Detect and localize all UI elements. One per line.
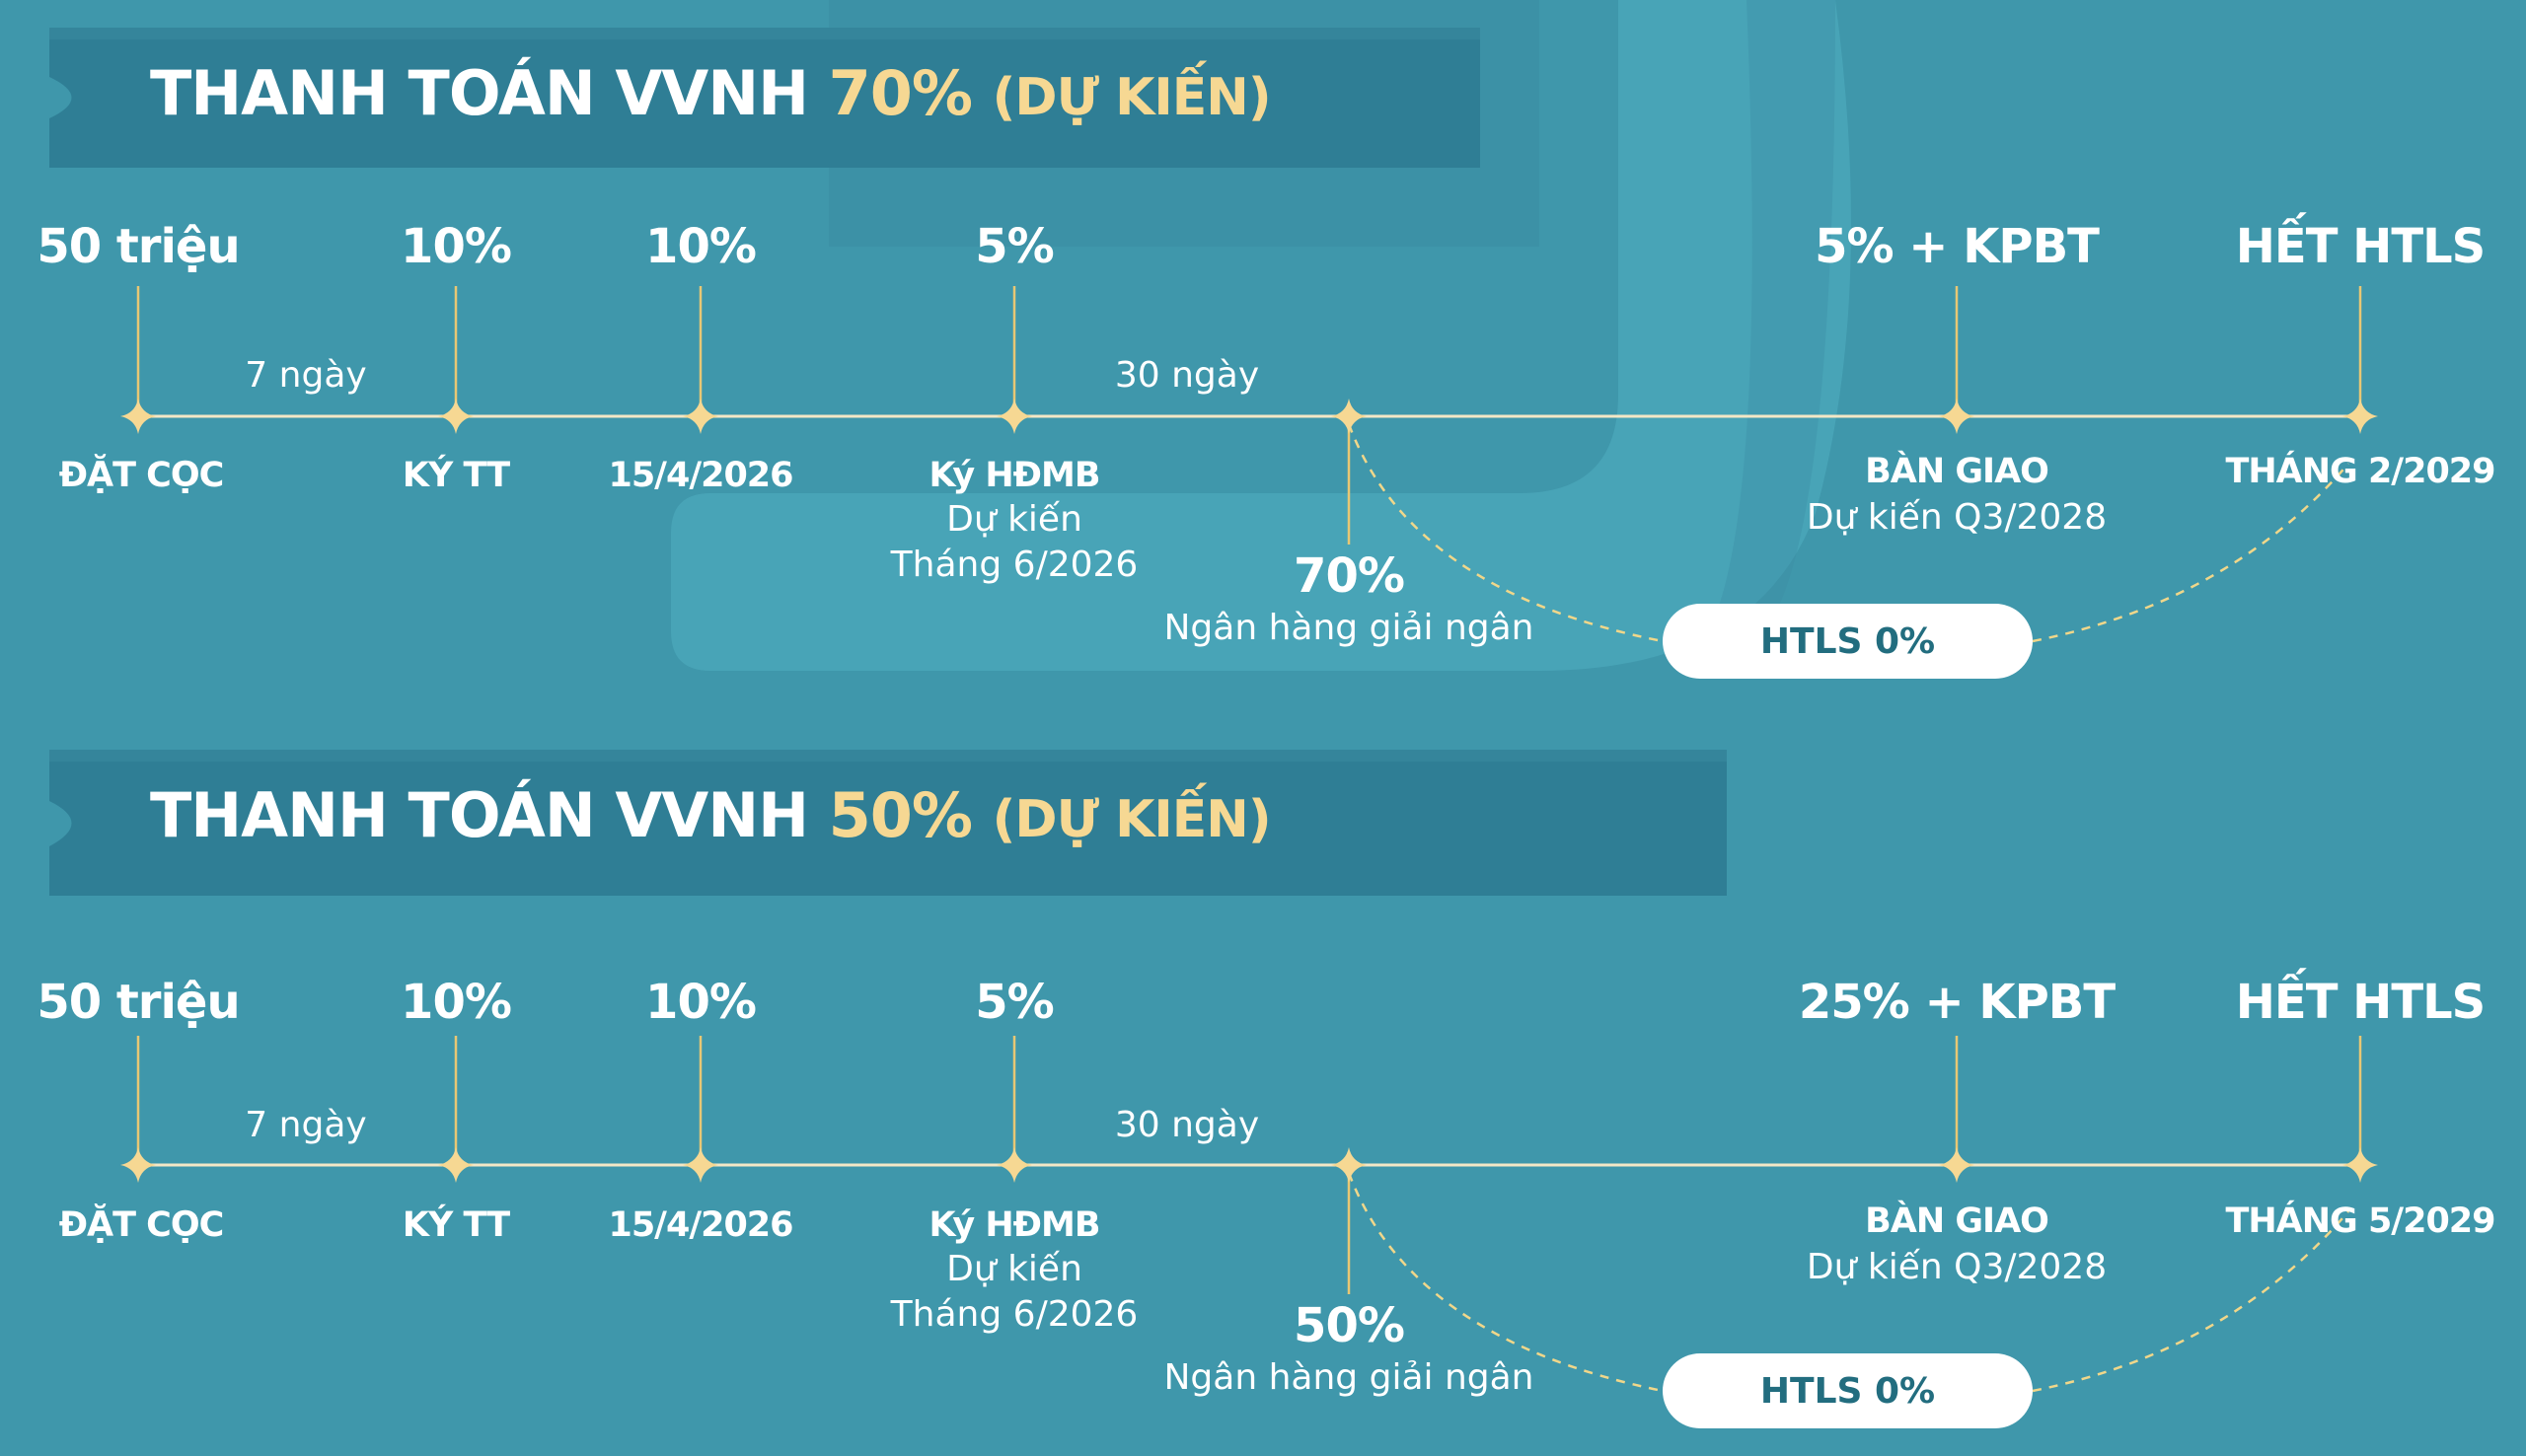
hdmb-note-2: Tháng 6/2026	[890, 1294, 1139, 1335]
hdmb-note-1: Dự kiến	[946, 499, 1082, 540]
diamond-marker	[1331, 1147, 1367, 1183]
title-subtitle: (DỰ KIẾN)	[992, 68, 1272, 127]
diamond-marker	[683, 1147, 718, 1183]
dashed-curve-right	[2032, 1210, 2349, 1393]
milestone-hdmb: Ký HĐMB	[929, 1205, 1100, 1245]
htls-pill: HTLS 0%	[1663, 604, 2033, 679]
interval-30-days: 30 ngày	[1114, 355, 1260, 396]
diamond-marker	[2342, 1147, 2378, 1183]
diamond-marker	[438, 1147, 474, 1183]
amount-end: HẾT HTLS	[2235, 975, 2486, 1030]
title-subtitle: (DỰ KIẾN)	[992, 790, 1272, 849]
amount-contract: 10%	[401, 975, 512, 1030]
amount-hdmb: 5%	[975, 219, 1054, 274]
amount-handover: 25% + KPBT	[1798, 975, 2116, 1030]
section-title: THANH TOÁN VVNH 70% (DỰ KIẾN)	[150, 57, 1272, 129]
diamond-marker	[2342, 399, 2378, 434]
handover-note: Dự kiến Q3/2028	[1806, 497, 2108, 538]
bank-note: Ngân hàng giải ngân	[1163, 608, 1534, 648]
milestone-handover: BÀN GIAO	[1865, 452, 2049, 491]
handover-note: Dự kiến Q3/2028	[1806, 1247, 2108, 1287]
title-main: THANH TOÁN VVNH	[150, 57, 809, 129]
milestone-contract: KÝ TT	[402, 1205, 510, 1245]
interval-7-days: 7 ngày	[245, 355, 367, 396]
title-percent: 70%	[828, 57, 973, 129]
amount-deposit: 50 triệu	[37, 219, 240, 274]
interval-30-days: 30 ngày	[1114, 1105, 1260, 1145]
timeline	[120, 1036, 2378, 1393]
diamond-marker	[120, 399, 156, 434]
payment-section-70: THANH TOÁN VVNH 70% (DỰ KIẾN) 50 triệu 1…	[37, 57, 2496, 679]
dashed-curve-right	[2032, 463, 2349, 643]
diamond-marker	[1331, 399, 1367, 434]
amount-hdmb: 5%	[975, 975, 1054, 1030]
timeline	[120, 286, 2378, 643]
diamond-marker	[1939, 1147, 1974, 1183]
diamond-marker	[438, 399, 474, 434]
bank-note: Ngân hàng giải ngân	[1163, 1357, 1534, 1398]
milestone-date: 15/4/2026	[608, 1205, 793, 1245]
amount-handover: 5% + KPBT	[1815, 219, 2100, 274]
diamond-marker	[1939, 399, 1974, 434]
payment-section-50: THANH TOÁN VVNH 50% (DỰ KIẾN) 50 triệu 1…	[0, 728, 2526, 1456]
milestone-deposit: ĐẶT CỌC	[58, 456, 225, 495]
interval-7-days: 7 ngày	[245, 1105, 367, 1145]
milestone-hdmb: Ký HĐMB	[929, 456, 1100, 495]
amount-date: 10%	[645, 975, 757, 1030]
bank-percent: 70%	[1294, 548, 1405, 604]
bank-percent: 50%	[1294, 1298, 1405, 1353]
diamond-marker	[997, 1147, 1032, 1183]
hdmb-note-1: Dự kiến	[946, 1249, 1082, 1289]
milestone-end: THÁNG 2/2029	[2225, 452, 2495, 491]
hdmb-note-2: Tháng 6/2026	[890, 545, 1139, 585]
title-percent: 50%	[828, 779, 973, 851]
amount-deposit: 50 triệu	[37, 975, 240, 1030]
milestone-deposit: ĐẶT CỌC	[58, 1205, 225, 1245]
amount-date: 10%	[645, 219, 757, 274]
milestone-end: THÁNG 5/2029	[2225, 1201, 2495, 1241]
milestone-handover: BÀN GIAO	[1865, 1201, 2049, 1241]
amount-end: HẾT HTLS	[2235, 219, 2486, 274]
diamond-marker	[683, 399, 718, 434]
diamond-marker	[997, 399, 1032, 434]
milestone-contract: KÝ TT	[402, 456, 510, 495]
title-main: THANH TOÁN VVNH	[150, 779, 809, 851]
milestone-date: 15/4/2026	[608, 456, 793, 495]
htls-pill: HTLS 0%	[1663, 1353, 2033, 1428]
diamond-marker	[120, 1147, 156, 1183]
section-title: THANH TOÁN VVNH 50% (DỰ KIẾN)	[150, 779, 1272, 851]
amount-contract: 10%	[401, 219, 512, 274]
